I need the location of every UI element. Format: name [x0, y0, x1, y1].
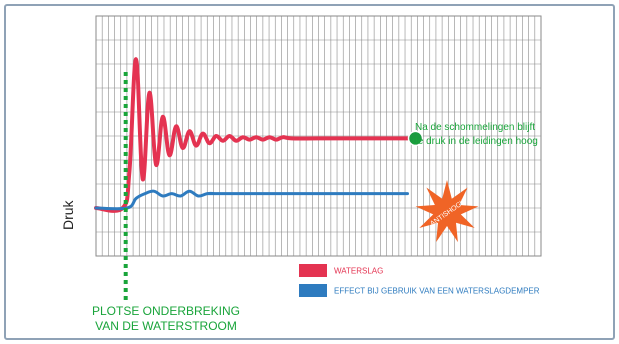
legend-label-demper: EFFECT BIJ GEBRUIK VAN EEN WATERSLAGDEMP… [334, 287, 540, 296]
chart-legend: WATERSLAG EFFECT BIJ GEBRUIK VAN EEN WATE… [299, 264, 540, 297]
pressure-note-line1: Na de schommelingen blijft [415, 122, 535, 133]
event-label-line2: VAN DE WATERSTROOM [95, 319, 237, 333]
chart-series [94, 57, 424, 213]
pressure-note-line2: de druk in de leidingen hoog [412, 136, 538, 147]
legend-label-waterslag: WATERSLAG [334, 267, 383, 276]
series-line-demper [94, 189, 409, 211]
event-label-line1: PLOTSE ONDERBREKING [91, 304, 241, 318]
antishock-starburst [415, 180, 479, 243]
y-axis-label: Druk [60, 200, 76, 230]
legend-swatch-waterslag [299, 264, 327, 277]
chart-grid [95, 15, 542, 257]
end-pressure-marker [407, 130, 424, 147]
annotation-group: Na de schommelingen blijft de druk in de … [412, 122, 538, 243]
series-line-waterslag [94, 57, 410, 213]
legend-swatch-demper [299, 284, 327, 297]
